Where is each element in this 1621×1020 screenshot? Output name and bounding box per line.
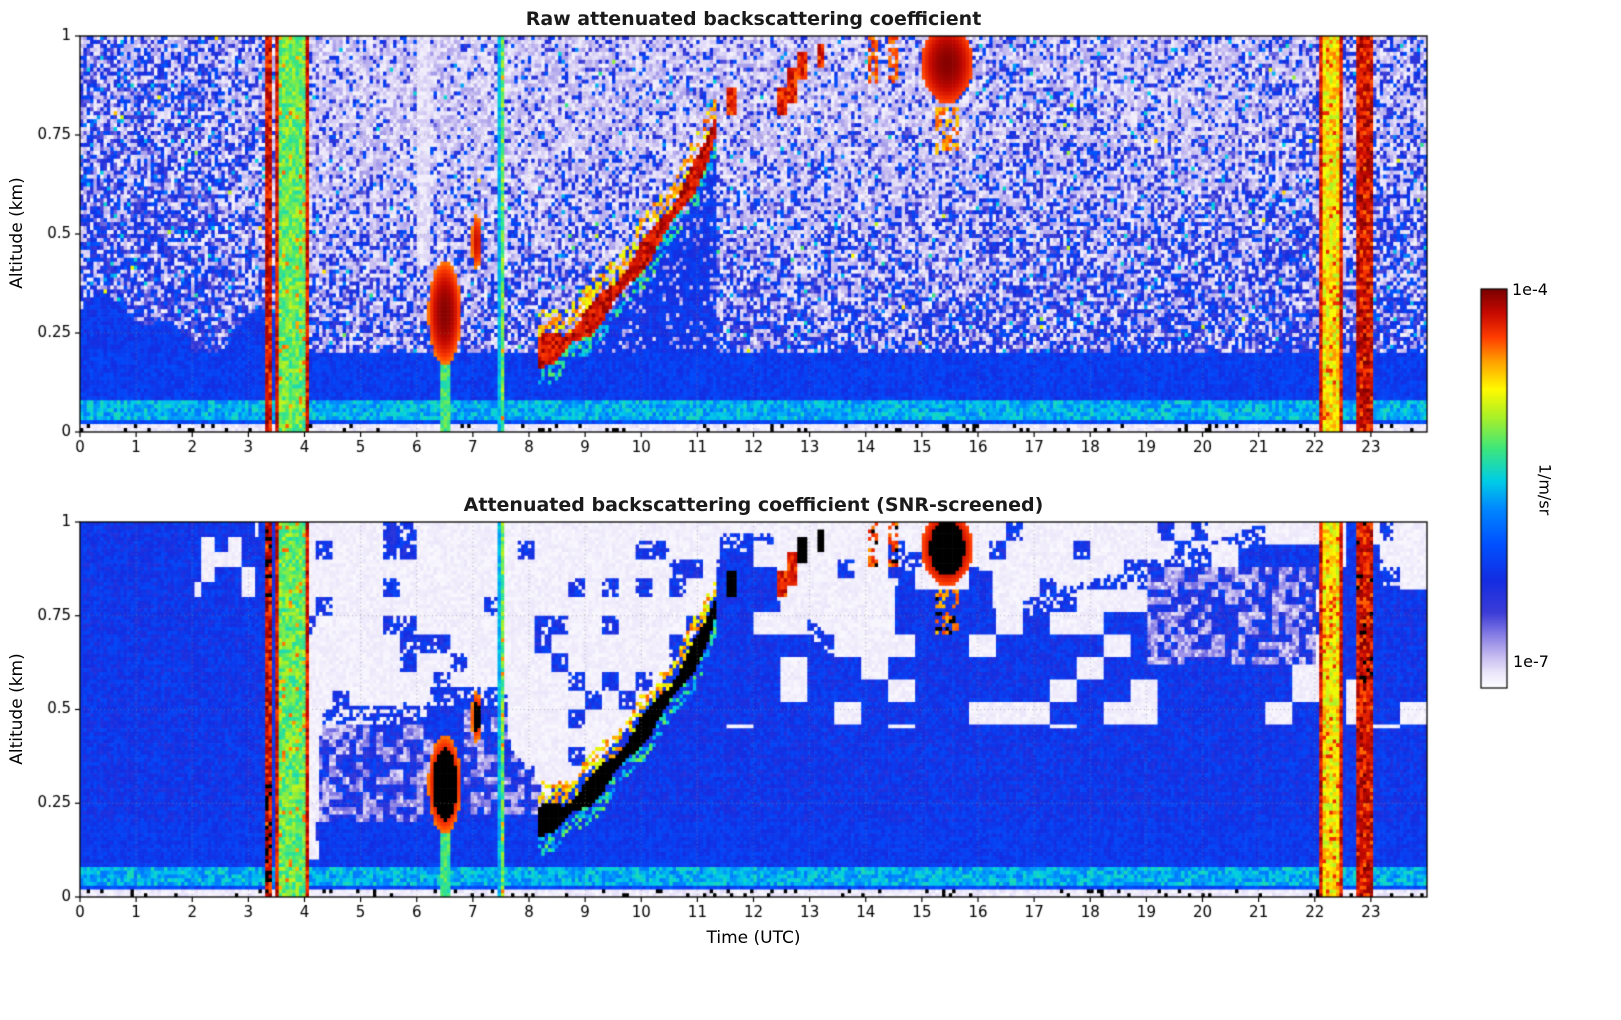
- x-axis-label: Time (UTC): [706, 928, 801, 948]
- colorbar-max-label: 1e-4: [1512, 280, 1548, 299]
- panel2-title: Attenuated backscattering coefficient (S…: [463, 494, 1044, 516]
- y-axis-label-top: Altitude (km): [7, 177, 27, 289]
- panel1-title: Raw attenuated backscattering coefficien…: [525, 8, 982, 30]
- colorbar-unit-label: 1/m/sr: [1535, 463, 1555, 516]
- colorbar-min-label: 1e-7: [1513, 652, 1549, 671]
- y-axis-label-bottom: Altitude (km): [7, 653, 27, 765]
